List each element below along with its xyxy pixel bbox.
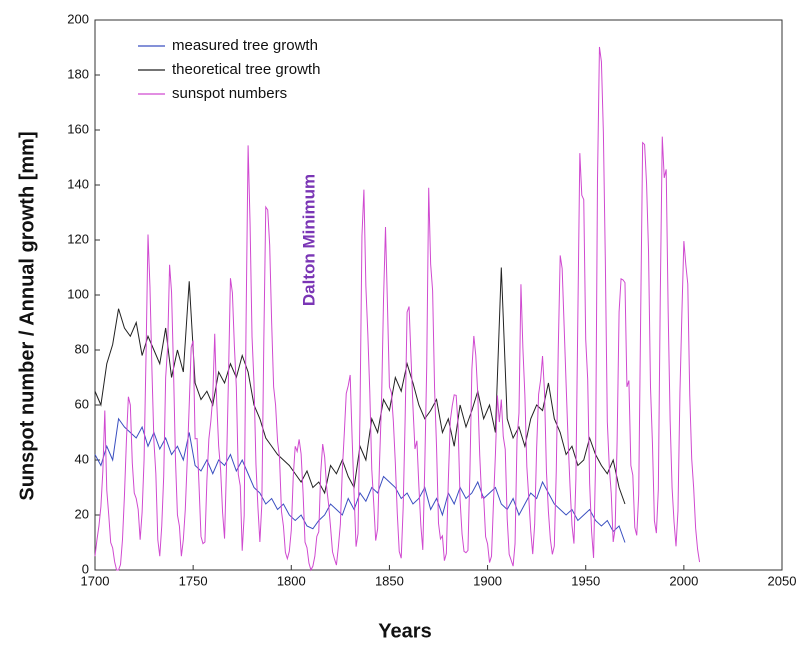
y-tick-label: 100 [67, 286, 89, 301]
legend-label: measured tree growth [172, 37, 318, 54]
y-tick-label: 160 [67, 121, 89, 136]
x-tick-label: 1700 [81, 573, 110, 588]
x-axis-label: Years [378, 620, 431, 642]
series-line [94, 417, 626, 543]
x-tick-label: 2050 [768, 573, 797, 588]
legend-label: sunspot numbers [172, 85, 287, 102]
x-tick-label: 1800 [277, 573, 306, 588]
plot-frame [94, 19, 783, 571]
y-tick-label: 20 [75, 506, 89, 521]
legend-label: theoretical tree growth [172, 61, 320, 78]
x-tick-label: 1900 [473, 573, 502, 588]
series-line [94, 46, 701, 572]
y-tick-label: 140 [67, 176, 89, 191]
y-tick-label: 40 [75, 451, 89, 466]
y-tick-label: 200 [67, 11, 89, 26]
y-tick-label: 120 [67, 231, 89, 246]
x-tick-label: 2000 [669, 573, 698, 588]
x-tick-label: 1850 [375, 573, 404, 588]
y-tick-label: 60 [75, 396, 89, 411]
y-tick-label: 80 [75, 341, 89, 356]
y-tick-label: 0 [82, 561, 89, 576]
x-tick-label: 1950 [571, 573, 600, 588]
series-line [94, 267, 626, 505]
y-tick-label: 180 [67, 66, 89, 81]
y-axis-label: Sunspot number / Annual growth [mm] [16, 131, 38, 500]
annotation: Dalton Minimum [299, 174, 318, 306]
x-tick-label: 1750 [179, 573, 208, 588]
